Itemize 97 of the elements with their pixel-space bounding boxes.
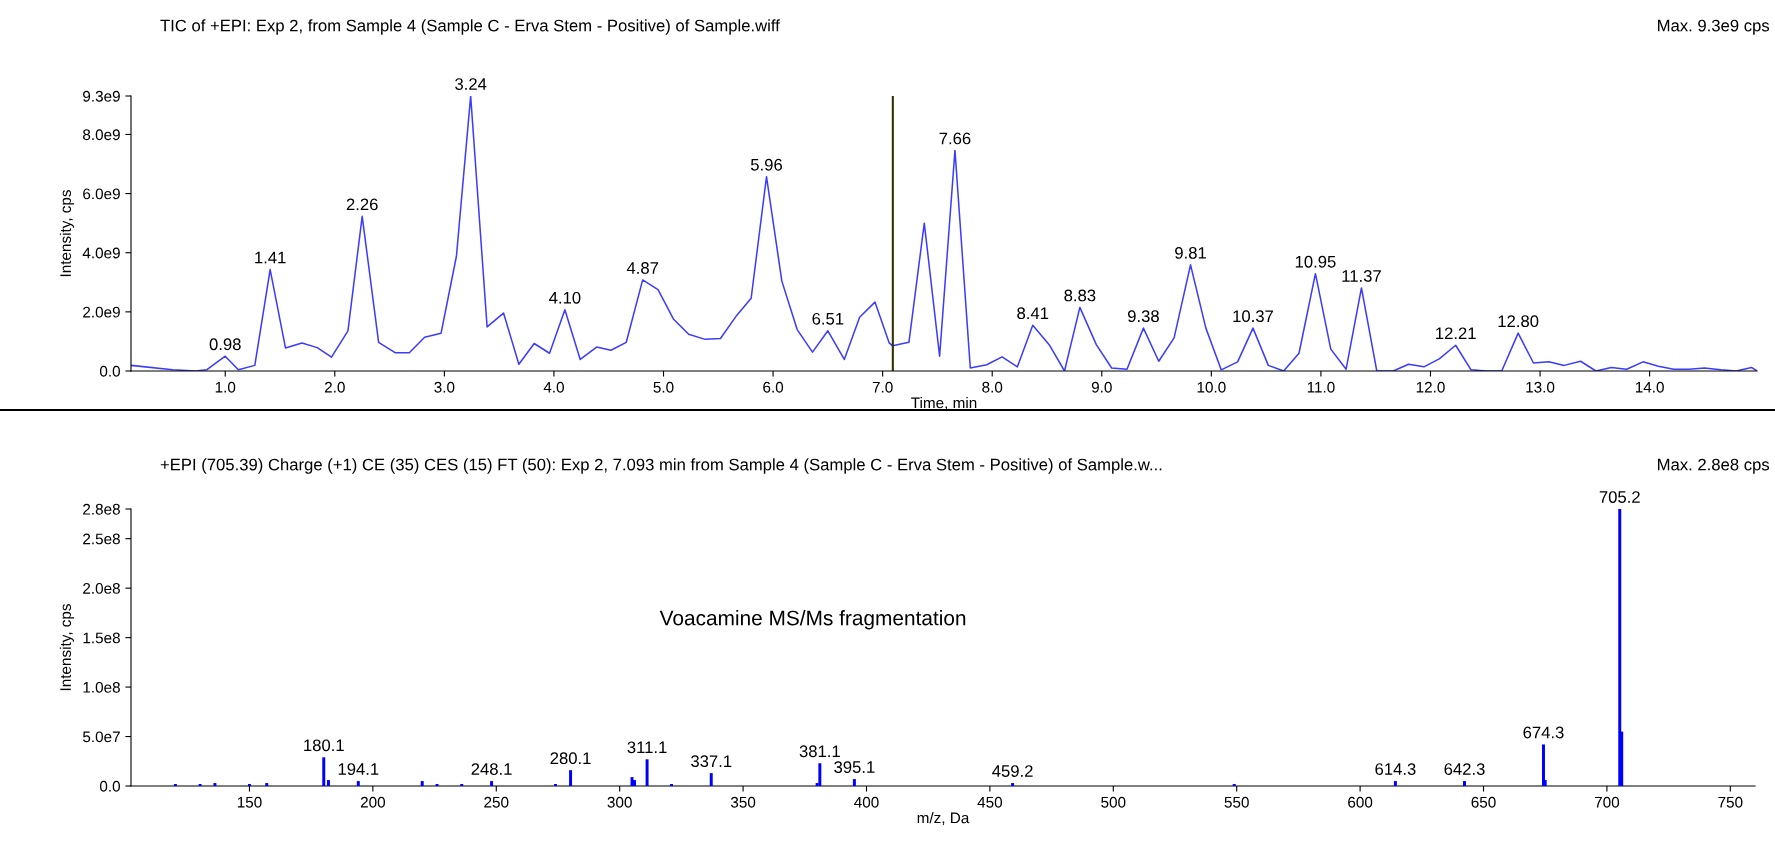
x-tick-label: 600 <box>1348 796 1373 808</box>
annotation: Voacamine MS/Ms fragmentation <box>659 610 966 630</box>
annotation: 11.37 <box>1342 270 1381 282</box>
bar <box>322 757 326 786</box>
annotation: 311.1 <box>627 741 667 754</box>
annotation: 674.3 <box>1523 726 1564 739</box>
y-tick-label: 4.0e9 <box>82 247 120 259</box>
bar <box>490 781 494 786</box>
x-tick-label: 450 <box>977 796 1003 808</box>
y-tick-label: 9.3e9 <box>83 90 120 102</box>
bar <box>1618 509 1622 786</box>
bar <box>1393 781 1397 786</box>
bar <box>818 763 822 786</box>
chart-title: +EPI (705.39) Charge (+1) CE (35) CES (15) FT (50): Exp 2, 7.093 min from Sample 4 (Sample C - Erva Stem - Positive) of Sample.w... <box>160 458 1162 474</box>
x-tick-label: 1.0 <box>215 381 236 393</box>
x-tick-label: 7.0 <box>872 381 893 393</box>
x-tick-label: 10.0 <box>1197 381 1226 393</box>
x-tick-label: 700 <box>1594 796 1620 808</box>
x-tick-label: 400 <box>854 796 879 808</box>
bar <box>569 770 573 786</box>
bar <box>213 783 217 786</box>
annotation: 180.1 <box>304 739 344 752</box>
annotation: 642.3 <box>1444 763 1485 775</box>
bar <box>326 780 330 786</box>
x-tick-label: 650 <box>1471 796 1496 808</box>
annotation: 10.95 <box>1295 255 1336 268</box>
x-tick-label: 350 <box>730 796 756 808</box>
annotation: 12.80 <box>1498 315 1539 328</box>
bar <box>852 779 856 786</box>
annotation: 9.38 <box>1127 310 1159 323</box>
x-tick-label: 500 <box>1101 796 1126 808</box>
annotation: 194.1 <box>338 763 379 775</box>
y-tick-label: 2.5e8 <box>83 533 120 545</box>
annotation: 3.24 <box>455 78 487 90</box>
x-tick-label: 250 <box>484 796 509 808</box>
annotation: 4.10 <box>549 291 581 304</box>
y-tick-label: 2.0e9 <box>83 306 120 318</box>
x-tick-label: 550 <box>1224 796 1249 808</box>
annotation: 8.83 <box>1064 289 1096 302</box>
x-tick-label: 12.0 <box>1416 381 1445 393</box>
annotation: 614.3 <box>1375 763 1416 775</box>
annotation: 280.1 <box>550 752 591 765</box>
x-tick-label: 200 <box>360 796 386 808</box>
y-axis-title: Intensity, cps <box>59 604 75 691</box>
annotation: 248.1 <box>471 763 512 775</box>
x-axis-title: Time, min <box>911 397 977 411</box>
bar <box>420 781 424 786</box>
x-tick-label: 4.0 <box>543 381 564 393</box>
annotation: 4.87 <box>626 262 659 274</box>
annotation: 395.1 <box>834 761 875 773</box>
annotation: 6.51 <box>812 312 844 325</box>
annotation: 9.81 <box>1175 246 1206 259</box>
x-tick-label: 8.0 <box>982 381 1003 393</box>
x-tick-label: 2.0 <box>324 381 345 393</box>
y-tick-label: 1.5e8 <box>83 632 120 644</box>
annotation: 7.66 <box>939 132 971 145</box>
bar <box>709 773 713 786</box>
x-tick-label: 14.0 <box>1635 381 1664 393</box>
x-tick-label: 6.0 <box>763 381 784 393</box>
annotation: 1.41 <box>255 251 286 264</box>
y-tick-label: 6.0e9 <box>83 188 120 200</box>
annotation: 10.37 <box>1233 310 1273 323</box>
annotation: 8.41 <box>1017 307 1049 320</box>
y-tick-label: 2.8e8 <box>83 503 120 515</box>
x-axis-title: m/z, Da <box>917 812 970 826</box>
annotation: 5.96 <box>750 158 782 171</box>
bar <box>265 783 269 786</box>
chart-subtitle: Max. 9.3e9 cps <box>1658 19 1770 35</box>
annotation: 459.2 <box>992 765 1033 777</box>
y-tick-label: 2.0e8 <box>83 583 120 594</box>
y-tick-label: 0.0 <box>99 365 120 377</box>
annotation: 12.21 <box>1436 327 1476 340</box>
annotation: 0.98 <box>209 338 241 351</box>
y-tick-label: 8.0e9 <box>83 129 120 141</box>
annotation: 381.1 <box>799 745 840 758</box>
chart-title: TIC of +EPI: Exp 2, from Sample 4 (Sample C - Erva Stem - Positive) of Sample.wiff <box>160 19 780 35</box>
x-tick-label: 750 <box>1718 796 1743 808</box>
x-tick-label: 11.0 <box>1307 381 1335 393</box>
bar <box>1542 744 1545 786</box>
y-tick-label: 1.0e8 <box>83 681 120 693</box>
y-tick-label: 0.0 <box>99 780 120 792</box>
x-tick-label: 150 <box>237 796 262 808</box>
bar <box>645 759 649 786</box>
bar <box>356 781 360 786</box>
bar <box>1011 783 1015 786</box>
y-axis-title: Intensity, cps <box>59 190 75 277</box>
chart-subtitle: Max. 2.8e8 cps <box>1658 458 1770 474</box>
annotation: 705.2 <box>1599 491 1640 503</box>
x-tick-label: 13.0 <box>1526 381 1555 393</box>
x-tick-label: 3.0 <box>434 381 455 393</box>
x-tick-label: 9.0 <box>1091 381 1112 393</box>
annotation: 2.26 <box>346 198 378 211</box>
x-tick-label: 5.0 <box>653 381 674 393</box>
x-tick-label: 300 <box>607 796 632 808</box>
y-tick-label: 5.0e7 <box>82 731 120 743</box>
annotation: 337.1 <box>691 755 732 768</box>
bar <box>1463 781 1466 786</box>
